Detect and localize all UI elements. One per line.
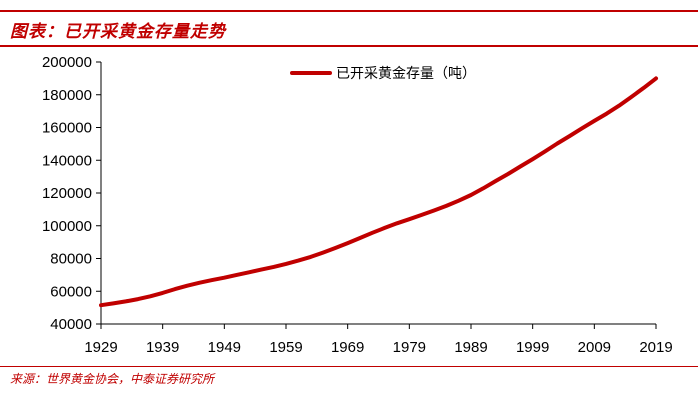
y-tick-label: 180000 [42, 87, 92, 104]
x-tick-label: 1949 [208, 339, 241, 356]
x-tick-label: 1959 [269, 339, 302, 356]
y-tick-label: 80000 [50, 251, 92, 268]
x-tick-label: 1969 [331, 339, 364, 356]
top-rule [0, 10, 698, 12]
figure-title: 图表：已开采黄金存量走势 [10, 22, 226, 42]
y-tick-label: 200000 [42, 54, 92, 71]
x-tick-label: 2009 [578, 339, 611, 356]
y-tick-label: 40000 [50, 316, 92, 333]
y-tick-label: 140000 [42, 152, 92, 169]
legend-label: 已开采黄金存量（吨） [336, 65, 476, 82]
source-note: 来源：世界黄金协会，中泰证券研究所 [10, 372, 215, 386]
source-rule [0, 366, 698, 367]
x-tick-label: 1989 [454, 339, 487, 356]
x-tick-label: 1939 [146, 339, 179, 356]
y-tick-label: 60000 [50, 283, 92, 300]
x-tick-label: 1999 [516, 339, 549, 356]
series-line-0 [99, 76, 658, 308]
x-tick-label: 1979 [393, 339, 426, 356]
x-tick-label: 2019 [639, 339, 672, 356]
y-tick-label: 160000 [42, 120, 92, 137]
title-rule [0, 45, 698, 47]
y-tick-label: 100000 [42, 218, 92, 235]
y-tick-label: 120000 [42, 185, 92, 202]
x-tick-label: 1929 [84, 339, 117, 356]
